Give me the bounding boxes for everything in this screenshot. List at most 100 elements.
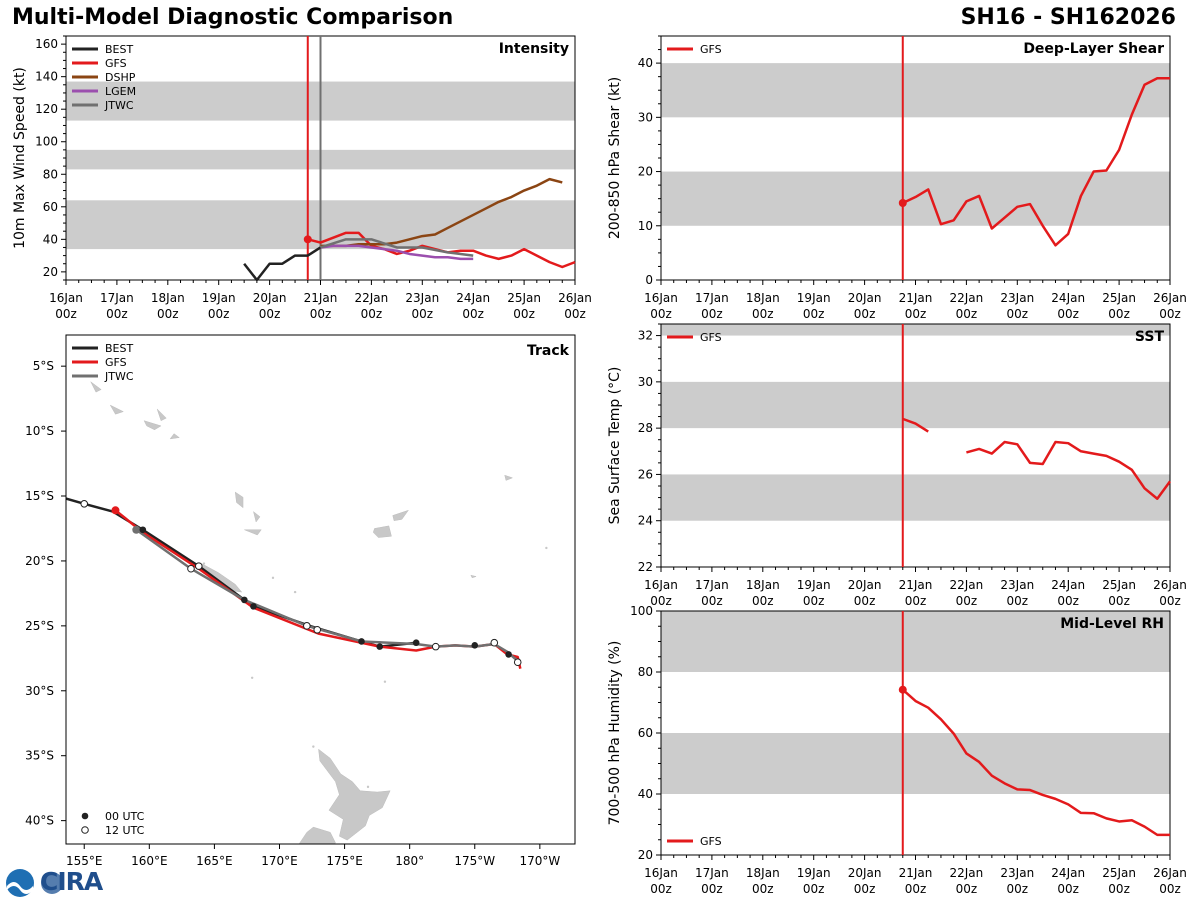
- series-line-gfs: [966, 440, 1172, 500]
- x-tick-label-hour: 00z: [513, 307, 535, 321]
- position-12utc-dot: [490, 638, 499, 647]
- y-tick-label: 60: [43, 200, 58, 214]
- y-tick-label: 140: [35, 70, 58, 84]
- x-tick-label-day: 25Jan: [1102, 866, 1136, 880]
- y-tick-label: 80: [43, 167, 58, 181]
- x-tick-label-day: 17Jan: [100, 291, 134, 305]
- x-tick-label-hour: 00z: [905, 307, 927, 321]
- x-tick-label-hour: 00z: [1057, 594, 1079, 608]
- x-tick-label-day: 18Jan: [746, 866, 780, 880]
- x-tick-label-day: 26Jan: [1153, 291, 1187, 305]
- x-tick-label-day: 19Jan: [797, 291, 831, 305]
- x-tick-label-day: 21Jan: [899, 866, 933, 880]
- x-tick-label: 170°W: [519, 854, 560, 868]
- y-tick-label: 10: [638, 219, 653, 233]
- x-tick-label: 160°E: [131, 854, 168, 868]
- x-tick-label-hour: 00z: [106, 307, 128, 321]
- x-tick-label-hour: 00z: [701, 307, 723, 321]
- legend-label: JTWC: [104, 99, 134, 112]
- x-tick-label-hour: 00z: [803, 594, 825, 608]
- shaded-band: [661, 381, 1170, 429]
- small-island: [293, 590, 297, 594]
- x-tick-label-hour: 00z: [854, 594, 876, 608]
- page-title: Multi-Model Diagnostic Comparison: [12, 5, 454, 30]
- small-island: [250, 676, 254, 679]
- y-tick-label: 80: [638, 665, 653, 679]
- x-tick-label-day: 17Jan: [695, 578, 729, 592]
- shaded-band: [661, 324, 1170, 336]
- x-tick-label-day: 26Jan: [558, 291, 592, 305]
- track-line-gfs: [114, 509, 522, 669]
- x-tick-label-day: 17Jan: [695, 291, 729, 305]
- landmass: [234, 491, 244, 509]
- x-tick-label-hour: 00z: [1108, 594, 1130, 608]
- y-axis-label: 700-500 hPa Humidity (%): [607, 641, 623, 826]
- x-tick-label: 155°E: [66, 854, 103, 868]
- x-tick-label-day: 19Jan: [797, 578, 831, 592]
- x-tick-label: 175°W: [454, 854, 495, 868]
- x-tick-label-day: 19Jan: [202, 291, 236, 305]
- x-tick-label-hour: 00z: [208, 307, 230, 321]
- landmass: [318, 748, 391, 841]
- x-tick-label-day: 23Jan: [1000, 866, 1034, 880]
- x-tick-label-day: 25Jan: [1102, 578, 1136, 592]
- x-tick-label-day: 23Jan: [1000, 578, 1034, 592]
- series-line-gfs: [901, 688, 1170, 837]
- x-tick-label-day: 20Jan: [253, 291, 287, 305]
- x-tick-label-hour: 00z: [905, 594, 927, 608]
- x-tick-label-day: 26Jan: [1153, 866, 1187, 880]
- shaded-band: [661, 171, 1170, 226]
- landmass: [470, 574, 477, 579]
- x-tick-label-hour: 00z: [803, 882, 825, 896]
- marker-legend-label: 00 UTC: [105, 810, 145, 823]
- x-tick-label-hour: 00z: [462, 307, 484, 321]
- shaded-band: [661, 474, 1170, 521]
- position-00utc-dot: [358, 638, 365, 645]
- legend-label: GFS: [700, 331, 722, 344]
- x-tick-label-hour: 00z: [1057, 882, 1079, 896]
- y-tick-label: 26: [638, 467, 653, 481]
- y-tick-label: 22: [638, 560, 653, 574]
- legend-00utc-dot: [81, 812, 89, 820]
- x-tick-label-hour: 00z: [157, 307, 179, 321]
- logo-text: CIRA: [40, 867, 103, 896]
- y-tick-label: 30: [638, 375, 653, 389]
- x-tick-label-day: 22Jan: [950, 578, 984, 592]
- x-tick-label: 180°: [395, 854, 424, 868]
- y-axis-label: Sea Surface Temp (°C): [607, 367, 623, 525]
- position-00utc-dot: [471, 642, 479, 649]
- landmass: [392, 509, 410, 521]
- x-tick-label-hour: 00z: [1007, 307, 1029, 321]
- y-tick-label: 20: [638, 848, 653, 862]
- plot-frame: [65, 334, 576, 845]
- x-tick-label-hour: 00z: [854, 307, 876, 321]
- position-12utc-dot: [303, 622, 311, 630]
- init-marker: [303, 235, 312, 244]
- x-tick-label-day: 25Jan: [507, 291, 541, 305]
- y-tick-label: 20°S: [25, 554, 54, 568]
- position-12utc-dot: [513, 658, 522, 667]
- x-tick-label-hour: 00z: [55, 307, 77, 321]
- x-tick-label-hour: 00z: [650, 307, 672, 321]
- rh-panel: 20 40 60 80 100 16Jan 00z 17Jan 00z 18Jan 00z 19Jan…: [607, 604, 1187, 896]
- sst-panel: 22 24 26 28 30 32 16Jan 00z 17Jan 00z 18Jan 00z 19Ja…: [607, 323, 1187, 608]
- position-00utc-dot: [376, 643, 384, 650]
- x-tick-label-hour: 00z: [854, 882, 876, 896]
- x-tick-label-hour: 00z: [650, 594, 672, 608]
- x-tick-label-day: 21Jan: [304, 291, 338, 305]
- legend-label: GFS: [105, 57, 127, 70]
- y-tick-label: 25°S: [25, 619, 54, 633]
- position-00utc-dot: [139, 526, 147, 534]
- series-line-jtwc: [320, 238, 474, 257]
- legend-label: DSHP: [105, 71, 136, 84]
- x-tick-label-hour: 00z: [1007, 594, 1029, 608]
- landmass: [90, 381, 102, 393]
- plot-frame: [660, 323, 1171, 568]
- cira-logo: [6, 869, 63, 897]
- legend-label: JTWC: [104, 370, 134, 383]
- x-tick-label-day: 18Jan: [746, 291, 780, 305]
- x-tick-label-hour: 00z: [956, 307, 978, 321]
- panel-title: SST: [1135, 329, 1165, 345]
- x-tick-label-day: 24Jan: [1051, 578, 1085, 592]
